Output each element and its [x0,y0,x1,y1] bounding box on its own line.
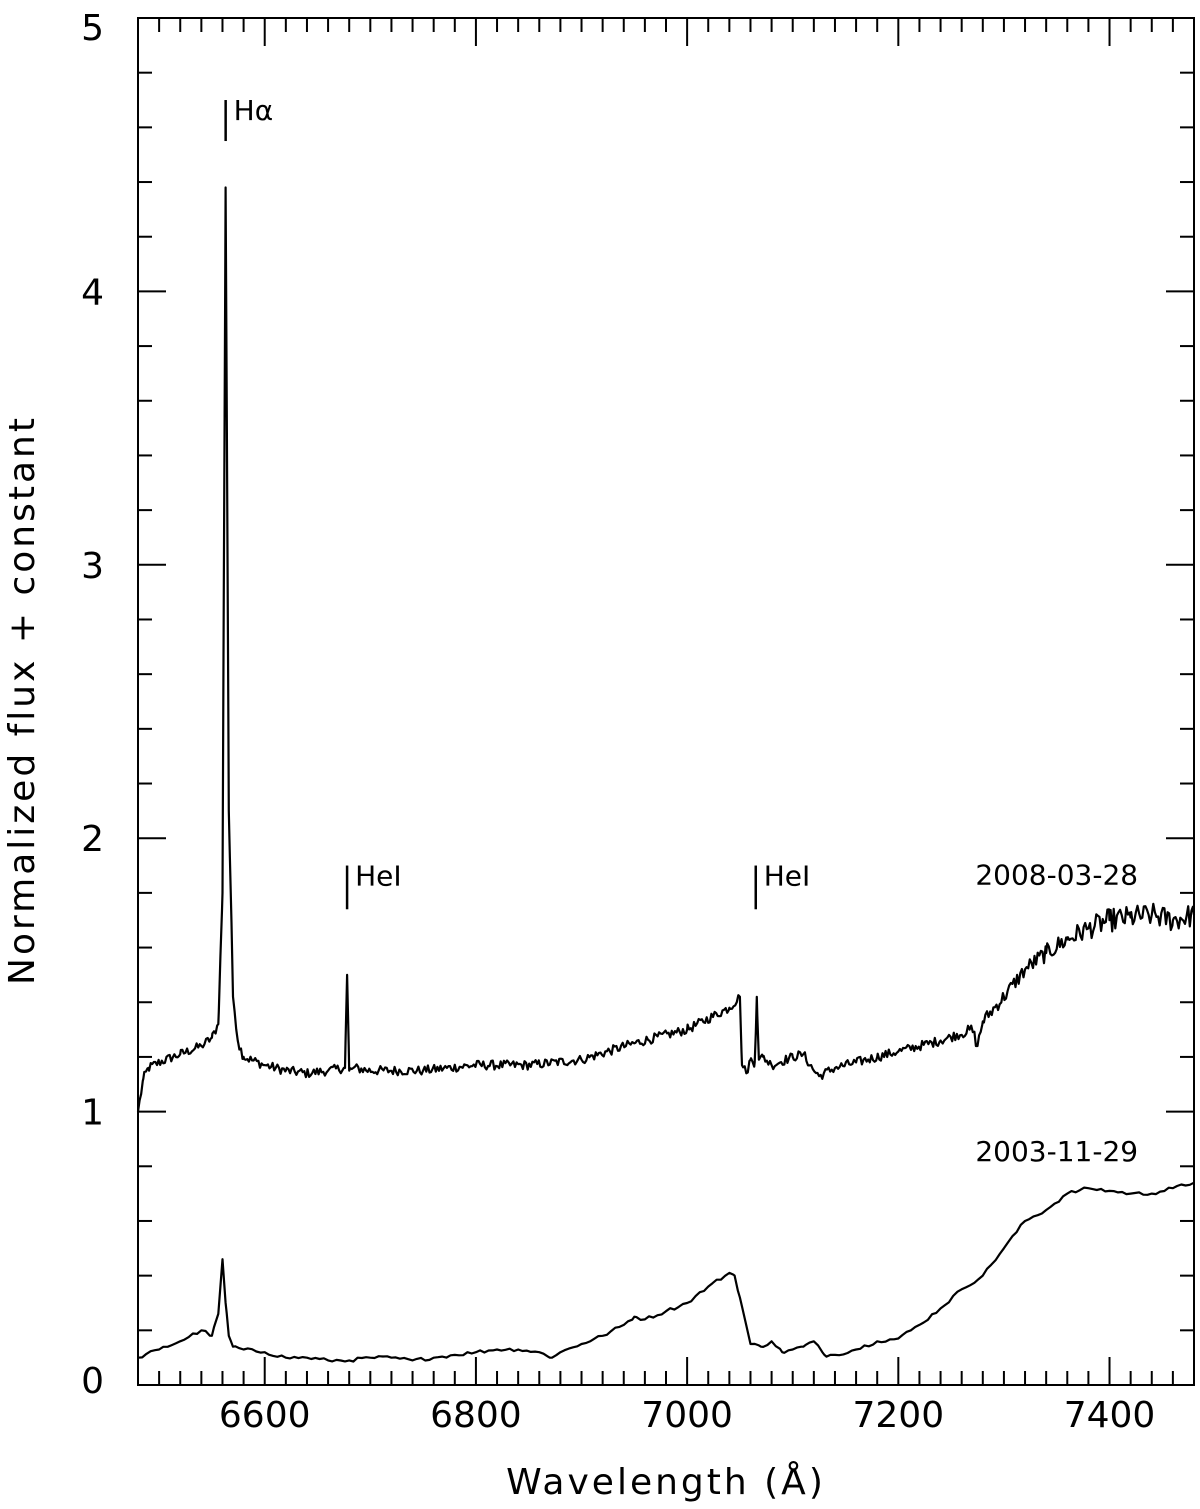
series-date-label: 2003-11-29 [975,1135,1138,1168]
y-tick-label: 1 [81,1093,104,1134]
y-tick-label: 3 [81,546,104,587]
series-line-2 [137,1181,1195,1363]
series-labels: 2008-03-28 2003-11-29 [975,859,1138,1168]
x-tick-label: 6600 [219,1395,311,1436]
x-tick-label: 7000 [641,1395,733,1436]
x-tick-label: 7400 [1064,1395,1156,1436]
x-axis-label: Wavelength (Å) [506,1460,826,1503]
x-tick-label: 6800 [430,1395,522,1436]
axis-tick-labels: 6600 6800 7000 7200 7400 0 1 2 3 4 5 [81,8,1155,1436]
annotation-label: Hα [234,94,274,127]
x-tick-label: 7200 [853,1395,945,1436]
y-tick-label: 0 [81,1361,104,1402]
line-annotations: Hα HeI HeI [224,94,811,910]
y-tick-label: 2 [81,819,104,860]
series-layer [136,186,1196,1363]
series-date-label: 2008-03-28 [975,859,1138,892]
y-axis-label: Normalized flux + constant [2,415,43,985]
series-line-1 [136,186,1196,1112]
annotation-label: HeI [764,860,811,893]
annotation-label: HeI [355,860,402,893]
y-tick-label: 4 [81,272,104,313]
axis-ticks [138,18,1195,1385]
plot-frame [137,17,1195,1386]
y-tick-label: 5 [81,8,104,49]
